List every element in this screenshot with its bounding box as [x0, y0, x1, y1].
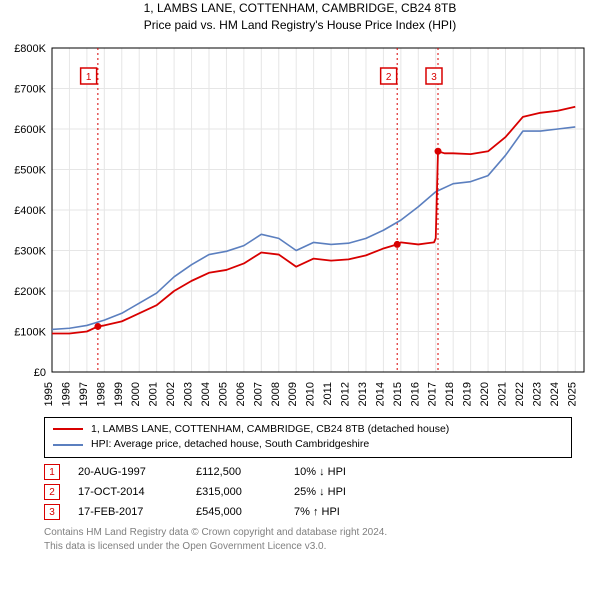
marker-table: 1 20-AUG-1997 £112,500 10% ↓ HPI 2 17-OCT-201… [44, 464, 572, 520]
svg-text:2008: 2008 [270, 382, 282, 406]
svg-text:2002: 2002 [165, 382, 177, 406]
marker-row: 1 20-AUG-1997 £112,500 10% ↓ HPI [44, 464, 572, 480]
svg-text:2011: 2011 [322, 382, 334, 406]
svg-text:1997: 1997 [78, 382, 90, 406]
footer-line-1: Contains HM Land Registry data © Crown c… [44, 526, 572, 540]
marker-pct: 25% ↓ HPI [294, 486, 374, 498]
svg-text:2007: 2007 [252, 382, 264, 406]
svg-text:1998: 1998 [95, 382, 107, 406]
svg-text:2024: 2024 [549, 382, 561, 406]
svg-text:£0: £0 [34, 367, 46, 379]
svg-text:2014: 2014 [374, 382, 386, 406]
svg-text:1999: 1999 [113, 382, 125, 406]
legend-label-property: 1, LAMBS LANE, COTTENHAM, CAMBRIDGE, CB2… [91, 422, 449, 438]
marker-price: £112,500 [196, 466, 276, 478]
svg-text:£100K: £100K [14, 326, 46, 338]
svg-text:£600K: £600K [14, 124, 46, 136]
svg-text:2022: 2022 [514, 382, 526, 406]
svg-text:2006: 2006 [235, 382, 247, 406]
svg-text:2003: 2003 [183, 382, 195, 406]
marker-badge: 2 [44, 484, 60, 500]
marker-price: £315,000 [196, 486, 276, 498]
svg-text:2015: 2015 [392, 382, 404, 406]
marker-row: 2 17-OCT-2014 £315,000 25% ↓ HPI [44, 484, 572, 500]
svg-text:3: 3 [431, 72, 437, 83]
legend-row-hpi: HPI: Average price, detached house, Sout… [53, 437, 563, 453]
svg-text:£300K: £300K [14, 245, 46, 257]
svg-text:2005: 2005 [217, 382, 229, 406]
svg-text:2016: 2016 [409, 382, 421, 406]
marker-pct: 7% ↑ HPI [294, 506, 374, 518]
marker-date: 20-AUG-1997 [78, 466, 178, 478]
svg-text:£200K: £200K [14, 286, 46, 298]
svg-text:2021: 2021 [497, 382, 509, 406]
svg-text:£500K: £500K [14, 164, 46, 176]
svg-text:2020: 2020 [479, 382, 491, 406]
marker-date: 17-FEB-2017 [78, 506, 178, 518]
legend: 1, LAMBS LANE, COTTENHAM, CAMBRIDGE, CB2… [44, 417, 572, 459]
svg-text:2001: 2001 [148, 382, 160, 406]
marker-price: £545,000 [196, 506, 276, 518]
chart-container: 1, LAMBS LANE, COTTENHAM, CAMBRIDGE, CB2… [0, 0, 600, 590]
svg-text:2025: 2025 [566, 382, 578, 406]
svg-text:2004: 2004 [200, 382, 212, 406]
legend-swatch-hpi [53, 444, 83, 446]
marker-row: 3 17-FEB-2017 £545,000 7% ↑ HPI [44, 504, 572, 520]
marker-date: 17-OCT-2014 [78, 486, 178, 498]
marker-pct: 10% ↓ HPI [294, 466, 374, 478]
svg-text:1995: 1995 [43, 382, 55, 406]
svg-text:1996: 1996 [60, 382, 72, 406]
svg-text:2010: 2010 [305, 382, 317, 406]
svg-text:2018: 2018 [444, 382, 456, 406]
svg-text:2012: 2012 [340, 382, 352, 406]
svg-text:£400K: £400K [14, 205, 46, 217]
marker-badge: 1 [44, 464, 60, 480]
title-line-2: Price paid vs. HM Land Registry's House … [0, 17, 600, 34]
chart-area: £0 £100K £200K £300K £400K £500K £600K £700K £80… [8, 38, 592, 411]
price-chart-svg: £0 £100K £200K £300K £400K £500K £600K £700K £80… [8, 38, 592, 408]
svg-text:2009: 2009 [287, 382, 299, 406]
svg-text:2000: 2000 [130, 382, 142, 406]
svg-text:2019: 2019 [462, 382, 474, 406]
svg-text:2017: 2017 [427, 382, 439, 406]
svg-text:£800K: £800K [14, 43, 46, 55]
marker-badge: 3 [44, 504, 60, 520]
legend-swatch-property [53, 428, 83, 430]
footer-line-2: This data is licensed under the Open Gov… [44, 540, 572, 554]
footer: Contains HM Land Registry data © Crown c… [44, 526, 572, 553]
legend-row-property: 1, LAMBS LANE, COTTENHAM, CAMBRIDGE, CB2… [53, 422, 563, 438]
svg-text:2023: 2023 [531, 382, 543, 406]
svg-text:2013: 2013 [357, 382, 369, 406]
title-line-1: 1, LAMBS LANE, COTTENHAM, CAMBRIDGE, CB2… [0, 0, 600, 17]
svg-text:£700K: £700K [14, 83, 46, 95]
svg-text:2: 2 [386, 72, 392, 83]
legend-label-hpi: HPI: Average price, detached house, Sout… [91, 437, 369, 453]
svg-text:1: 1 [86, 72, 92, 83]
